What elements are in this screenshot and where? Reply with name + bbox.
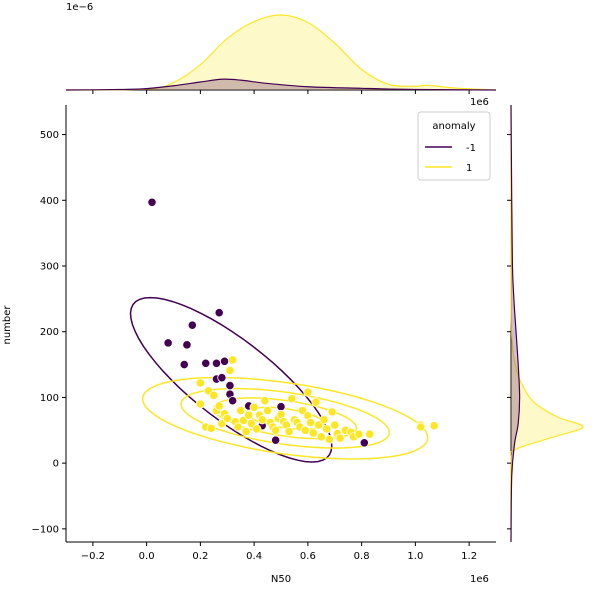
point-anomaly-pos (324, 434, 334, 445)
kde-contour-pos-1 (180, 387, 391, 449)
point-anomaly-pos (305, 417, 316, 427)
point-anomaly-neg (214, 308, 224, 318)
point-anomaly-pos (260, 396, 270, 406)
point-anomaly-pos (284, 426, 294, 437)
scatter-points (147, 197, 439, 448)
point-anomaly-pos (330, 420, 340, 430)
y-tick-label: 500 (40, 130, 59, 141)
point-anomaly-pos (311, 397, 321, 407)
point-anomaly-pos (236, 405, 246, 416)
right-density-line-neg (510, 104, 521, 543)
point-anomaly-pos (244, 410, 254, 420)
point-anomaly-pos (300, 425, 310, 435)
marginal-y-density (509, 104, 584, 543)
x-axis-label: N50 (271, 574, 291, 585)
x-tick-label: 1.0 (407, 551, 423, 562)
y-tick-label: 300 (40, 262, 59, 273)
right-density-fill-pos (510, 105, 584, 542)
point-anomaly-pos (225, 365, 235, 376)
point-anomaly-pos (335, 433, 345, 443)
point-anomaly-neg (211, 358, 222, 368)
x-tick-label: 0.8 (354, 551, 370, 562)
point-anomaly-neg (147, 197, 157, 207)
point-anomaly-pos (327, 407, 337, 417)
legend-title: anomaly (432, 121, 475, 132)
main-axes (65, 105, 496, 543)
right-margin-offset-text: 1e6 (470, 97, 489, 108)
point-anomaly-pos (195, 378, 205, 388)
point-anomaly-pos (228, 355, 238, 365)
x-offset-text: 1e6 (470, 574, 489, 585)
point-anomaly-pos (252, 424, 262, 434)
point-anomaly-pos (222, 413, 232, 424)
y-tick-label: 0 (53, 459, 59, 470)
point-anomaly-pos (257, 415, 267, 425)
point-anomaly-pos (429, 421, 439, 431)
legend-label-neg: -1 (466, 143, 476, 154)
y-tick-label: 400 (40, 196, 59, 207)
x-tick-label: 0.2 (192, 551, 208, 562)
point-anomaly-neg (271, 435, 281, 445)
point-anomaly-pos (195, 399, 205, 409)
point-anomaly-pos (241, 426, 251, 437)
point-anomaly-neg (359, 438, 369, 448)
point-anomaly-pos (262, 405, 273, 416)
point-anomaly-neg (179, 359, 189, 370)
right-density-line-pos (509, 104, 584, 543)
legend-frame (417, 111, 491, 181)
point-anomaly-pos (214, 401, 224, 411)
top-density-fill-neg (66, 79, 496, 90)
y-axis-label: number (2, 305, 13, 345)
x-tick-label: −0.2 (81, 551, 105, 562)
point-anomaly-pos (365, 429, 375, 439)
marginal-x-density (65, 14, 497, 91)
tick-marks: −0.2 0.0 0.2 0.4 0.6 0.8 1.0 1.2 −100 0 100 200 300 4… (32, 90, 511, 562)
top-density-line-neg (65, 78, 497, 91)
point-anomaly-pos (322, 424, 332, 434)
y-tick-label: 100 (40, 393, 59, 404)
point-anomaly-pos (206, 423, 216, 433)
legend: anomaly -1 1 (417, 111, 491, 181)
y-tick-label: 200 (40, 327, 59, 338)
point-anomaly-pos (271, 425, 281, 435)
x-tick-label: 0.4 (246, 551, 262, 562)
point-anomaly-pos (233, 422, 243, 432)
top-density-fill-pos (66, 14, 496, 90)
point-anomaly-neg (228, 396, 238, 406)
point-anomaly-pos (416, 422, 426, 432)
point-anomaly-neg (163, 338, 173, 348)
point-anomaly-neg (276, 402, 286, 412)
point-anomaly-pos (316, 432, 326, 442)
point-anomaly-neg (217, 373, 227, 383)
point-anomaly-pos (287, 394, 297, 404)
top-margin-offset-text: 1e−6 (66, 2, 93, 13)
point-anomaly-neg (219, 356, 230, 366)
point-anomaly-pos (354, 429, 364, 439)
point-anomaly-neg (187, 320, 197, 330)
kde-contour-neg (129, 296, 333, 463)
point-anomaly-pos (249, 402, 259, 412)
top-density-line-pos (65, 14, 497, 91)
x-tick-label: 1.2 (461, 551, 477, 562)
x-tick-label: 0.0 (139, 551, 155, 562)
y-tick-label: −100 (32, 524, 59, 535)
point-anomaly-pos (303, 387, 313, 397)
legend-label-pos: 1 (466, 163, 472, 174)
point-anomaly-pos (308, 428, 318, 438)
point-anomaly-neg (182, 340, 192, 350)
x-tick-label: 0.6 (300, 551, 316, 562)
point-anomaly-neg (225, 380, 235, 391)
point-anomaly-neg (201, 358, 211, 368)
point-anomaly-pos (209, 390, 219, 401)
point-anomaly-pos (319, 415, 329, 425)
kde-contour-pos-0 (141, 376, 429, 460)
